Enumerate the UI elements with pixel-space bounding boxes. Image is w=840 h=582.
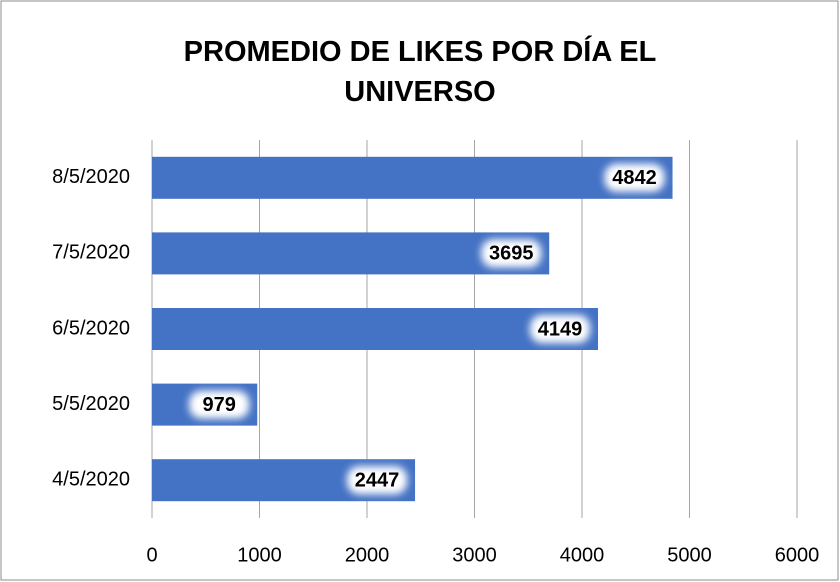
data-label: 2447: [355, 469, 400, 491]
data-label: 979: [203, 394, 236, 416]
data-label-glow: [530, 315, 591, 343]
chart-title: PROMEDIO DE LIKES POR DÍA EL UNIVERSO: [183, 36, 657, 108]
x-tick-label: 5000: [667, 544, 712, 566]
x-tick-label: 3000: [452, 544, 497, 566]
data-label-glow: [604, 163, 665, 192]
bar: [152, 156, 673, 199]
x-tick-label: 2000: [345, 544, 390, 566]
x-tick-label: 6000: [775, 544, 820, 566]
y-tick-label: 5/5/2020: [52, 393, 130, 415]
y-tick-label: 8/5/2020: [52, 166, 130, 188]
x-tick-label: 1000: [237, 544, 282, 566]
y-tick-label: 6/5/2020: [52, 317, 130, 339]
y-tick-label: 4/5/2020: [52, 468, 130, 490]
data-label-glow: [189, 390, 250, 419]
data-label: 4842: [612, 167, 657, 189]
data-label-glow: [347, 466, 408, 495]
x-tick-label: 0: [146, 544, 157, 566]
data-label-glow: [481, 239, 542, 268]
data-label: 3695: [489, 243, 534, 265]
data-label: 4149: [538, 318, 583, 340]
x-tick-label: 4000: [560, 544, 605, 566]
y-tick-label: 7/5/2020: [52, 242, 130, 264]
bar: [152, 308, 599, 350]
